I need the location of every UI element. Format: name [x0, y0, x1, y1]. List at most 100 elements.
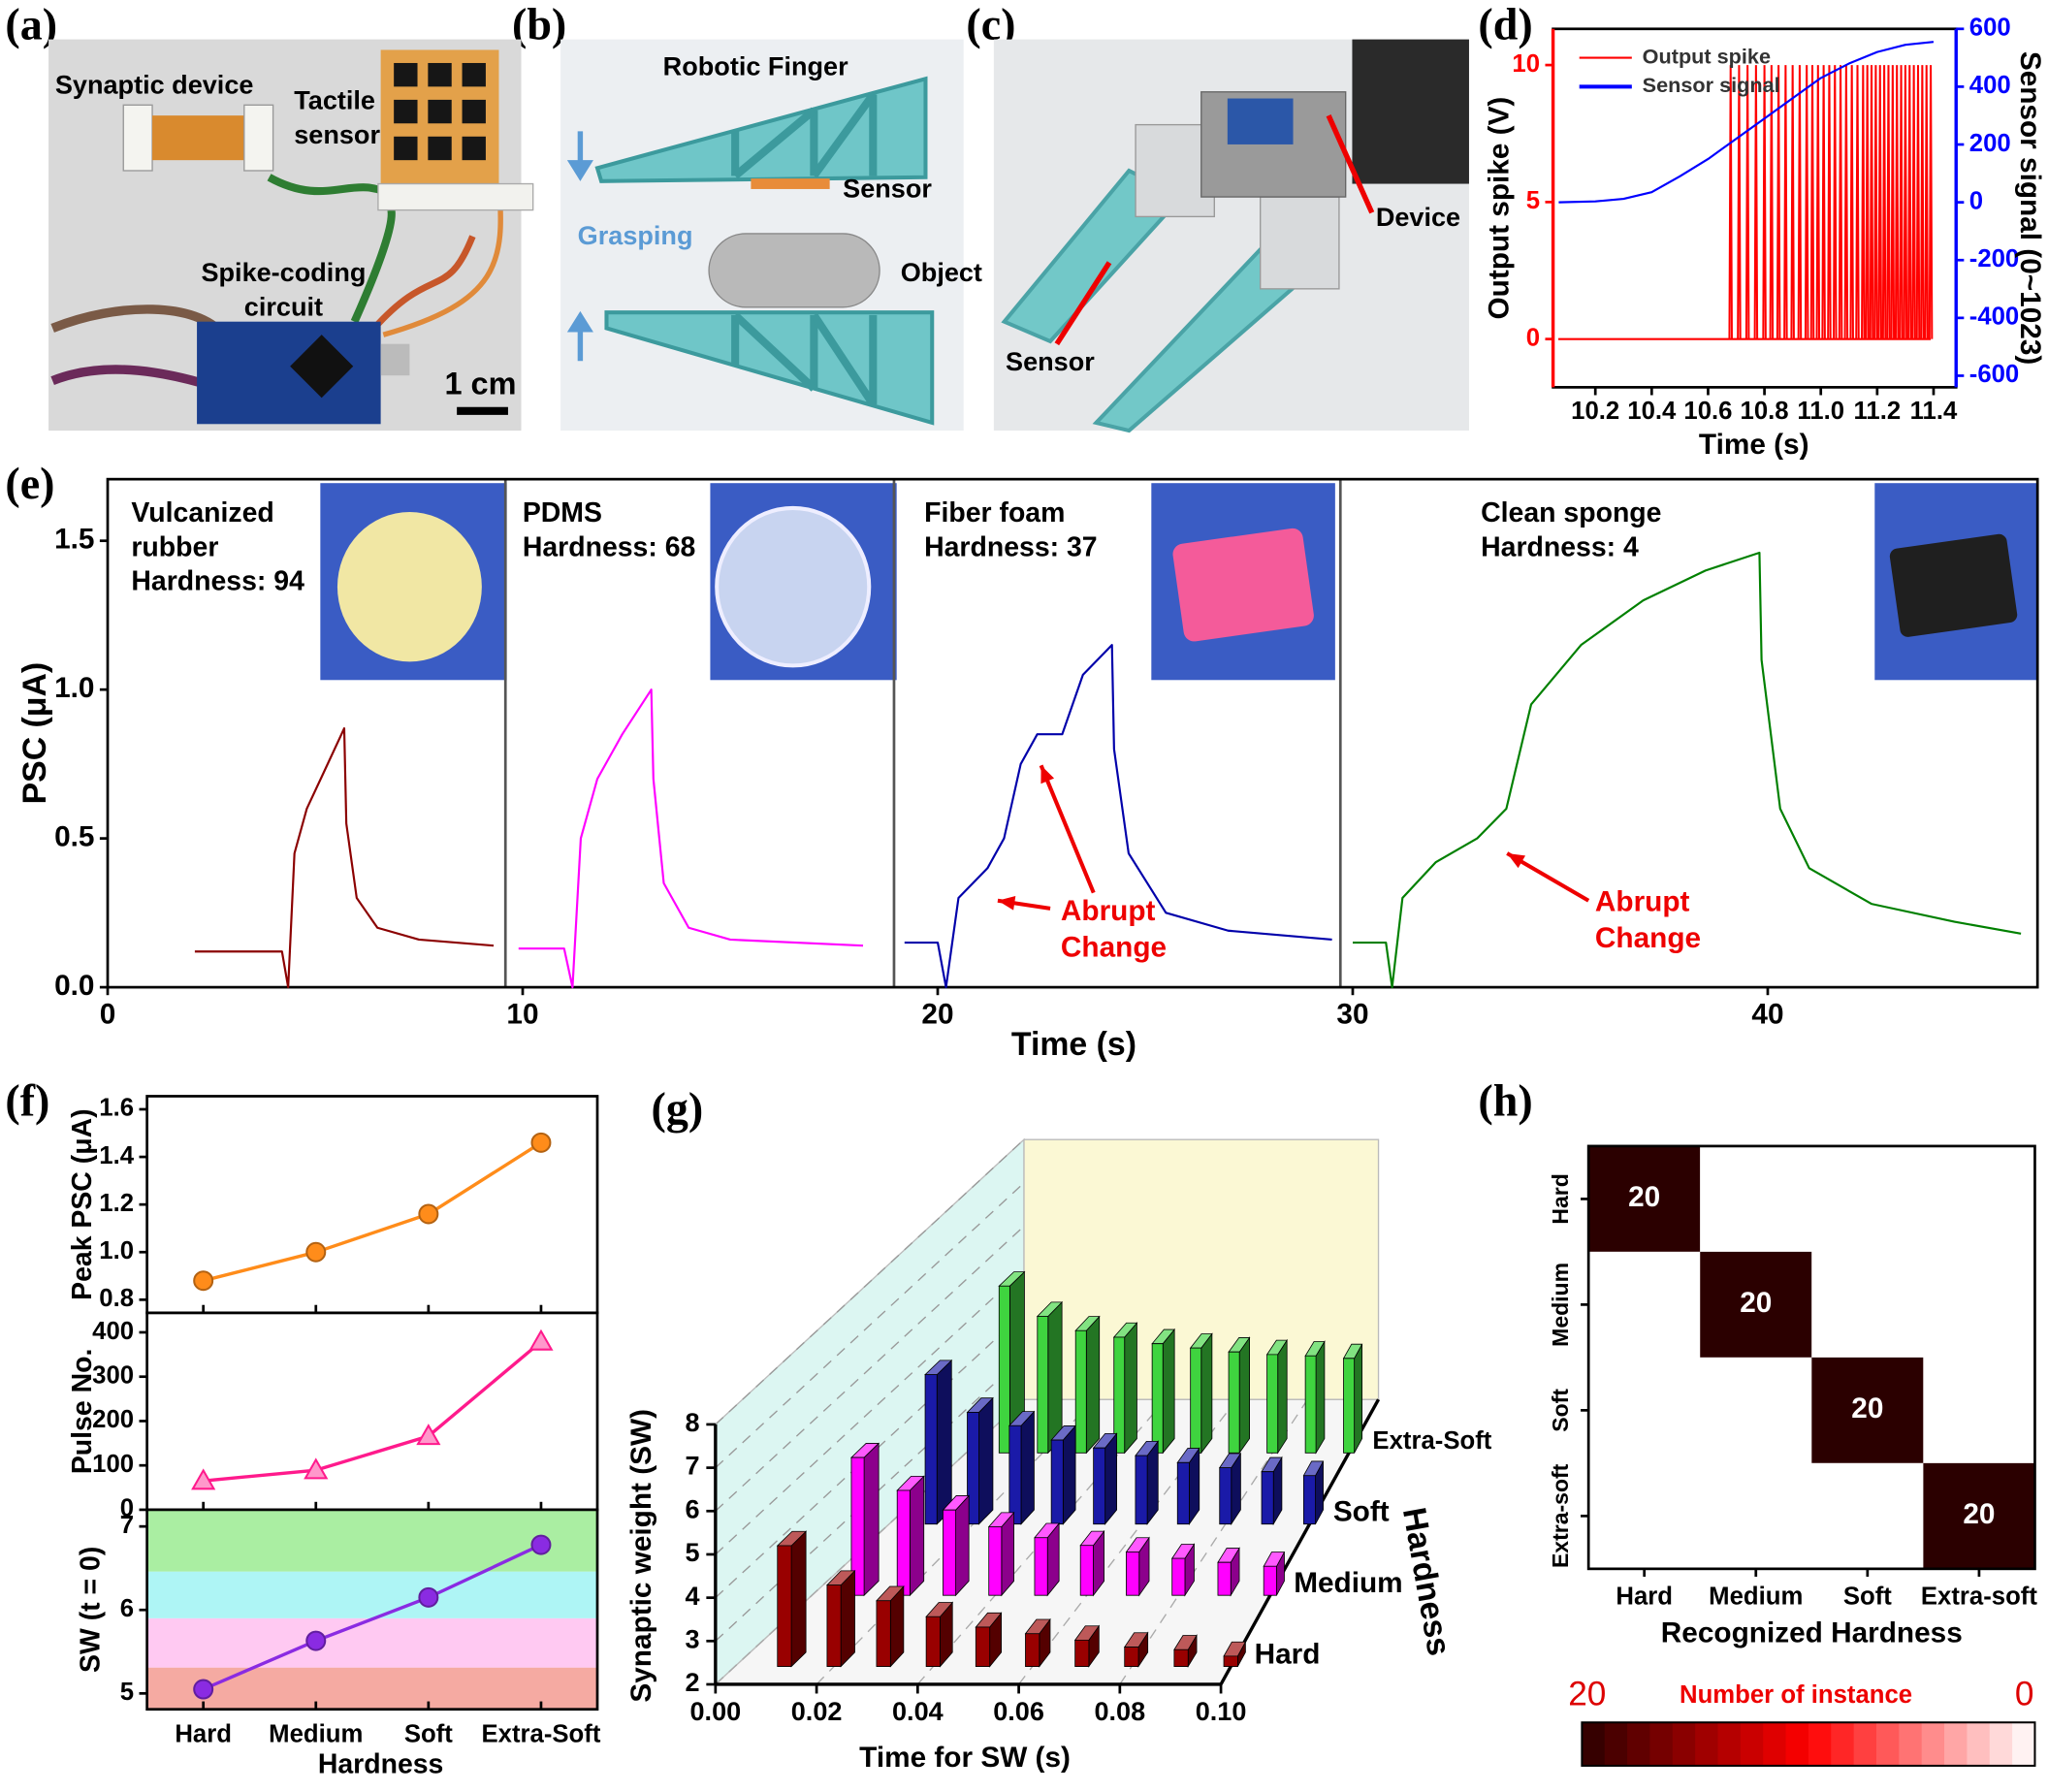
bar-front: [943, 1509, 957, 1596]
bar: [876, 1584, 905, 1668]
spike: [1737, 65, 1742, 339]
colorbar-cell: [1808, 1722, 1832, 1766]
z-tick-label: 2: [686, 1667, 700, 1697]
y-tick-label: 0.5: [54, 820, 94, 852]
spike: [1903, 65, 1908, 339]
x-tick-label: 10: [506, 999, 538, 1031]
series-line: [518, 688, 864, 989]
photo-a: Synaptic device Tactile sensor Spike-cod…: [48, 39, 534, 432]
y-tick-label: Soft: [1548, 1389, 1573, 1432]
spike: [1809, 65, 1815, 339]
arrow-head: [1040, 765, 1055, 784]
x-tick-label: 0.04: [892, 1696, 944, 1726]
colorbar-cell: [2012, 1722, 2036, 1766]
bracket: [1260, 196, 1340, 290]
spike: [1797, 65, 1803, 339]
marker: [193, 1679, 214, 1700]
y2-tick-label: 0: [1969, 187, 1983, 214]
bar-side: [1238, 1336, 1250, 1455]
y-tick-label: 0: [1526, 324, 1540, 351]
bar-front: [896, 1489, 911, 1596]
colorbar-cell: [1604, 1722, 1628, 1766]
annotation: Change: [1595, 922, 1701, 954]
colorbar-cell: [1785, 1722, 1809, 1766]
bar-front: [1025, 1633, 1040, 1667]
x-tick-label: 20: [921, 999, 953, 1031]
colorbar-cell: [1967, 1722, 1991, 1766]
arrow: [1326, 114, 1375, 214]
spike: [1861, 65, 1866, 339]
bar-front: [1124, 1647, 1139, 1667]
spike: [1838, 65, 1843, 339]
sample-label: Hardness: 68: [523, 531, 696, 562]
spike: [1827, 65, 1832, 339]
bar-front: [1034, 1537, 1048, 1596]
series-label: Soft: [1333, 1496, 1390, 1528]
bar: [1151, 1328, 1176, 1455]
bar-side: [978, 1396, 994, 1525]
marker: [418, 1203, 439, 1225]
bar: [1173, 1634, 1198, 1669]
bar: [1092, 1432, 1118, 1525]
bar-front: [1266, 1354, 1279, 1454]
y-axis-label: SW (t = 0): [75, 1547, 106, 1673]
bar-side: [1104, 1432, 1117, 1525]
cell-label: 20: [1963, 1498, 1995, 1530]
x-tick-label: 0.10: [1196, 1696, 1247, 1726]
colorbar-cell: [1944, 1722, 1968, 1766]
annotation: Abrupt: [1595, 885, 1690, 917]
arrow: [566, 310, 593, 362]
bar: [1217, 1547, 1240, 1597]
object: [708, 233, 880, 308]
colorbar-cell: [1740, 1722, 1764, 1766]
panel-label: (g): [652, 1084, 704, 1134]
bar-front: [1176, 1461, 1190, 1525]
robot-arm: [1352, 39, 1469, 184]
cell-label: 20: [1851, 1392, 1883, 1424]
spike: [1832, 65, 1838, 339]
bar: [896, 1475, 925, 1597]
y2-tick-label: 400: [1969, 72, 2011, 99]
y-tick-label: 6: [120, 1595, 134, 1622]
y-tick-label: 1.5: [54, 524, 94, 556]
bar: [1034, 1521, 1060, 1597]
z-tick-label: 4: [686, 1581, 700, 1611]
bar: [1342, 1343, 1363, 1454]
bar: [1218, 1452, 1242, 1526]
colorbar-cell: [1899, 1722, 1923, 1766]
y2-tick-label: -200: [1969, 245, 2019, 272]
colorbar-label: Number of instance: [1680, 1681, 1912, 1709]
bar-front: [1151, 1343, 1164, 1454]
spike: [1911, 65, 1916, 339]
cell: [1811, 1251, 1924, 1358]
bar-front: [998, 1285, 1010, 1454]
bar-front: [1050, 1439, 1064, 1525]
bar: [849, 1442, 880, 1597]
bar: [1176, 1447, 1200, 1525]
y-tick-label: 0.0: [54, 970, 94, 1002]
x-tick-label: 11.2: [1854, 398, 1902, 425]
sample-label: PDMS: [523, 497, 602, 528]
marker: [416, 1424, 441, 1446]
bar-front: [1223, 1655, 1238, 1667]
chip: [290, 335, 354, 399]
annotation-arrow: [1039, 764, 1096, 894]
cell: [1588, 1251, 1701, 1358]
series-label: Medium: [1294, 1567, 1402, 1599]
arrow: [1054, 261, 1112, 346]
colorbar-cell: [1582, 1722, 1606, 1766]
marker: [193, 1270, 214, 1292]
spike: [1928, 65, 1934, 339]
marker: [530, 1132, 552, 1153]
y-tick-label: 1.6: [99, 1095, 134, 1122]
spike: [1865, 65, 1870, 339]
cell: [1811, 1357, 1924, 1463]
plot-frame: [106, 477, 2039, 989]
bar-front: [1261, 1471, 1274, 1525]
photo-label: Device: [1376, 202, 1460, 232]
photo-label: Tactile: [294, 85, 375, 115]
spike: [1886, 65, 1891, 339]
bar: [1228, 1336, 1251, 1455]
bar-side: [1354, 1344, 1363, 1454]
